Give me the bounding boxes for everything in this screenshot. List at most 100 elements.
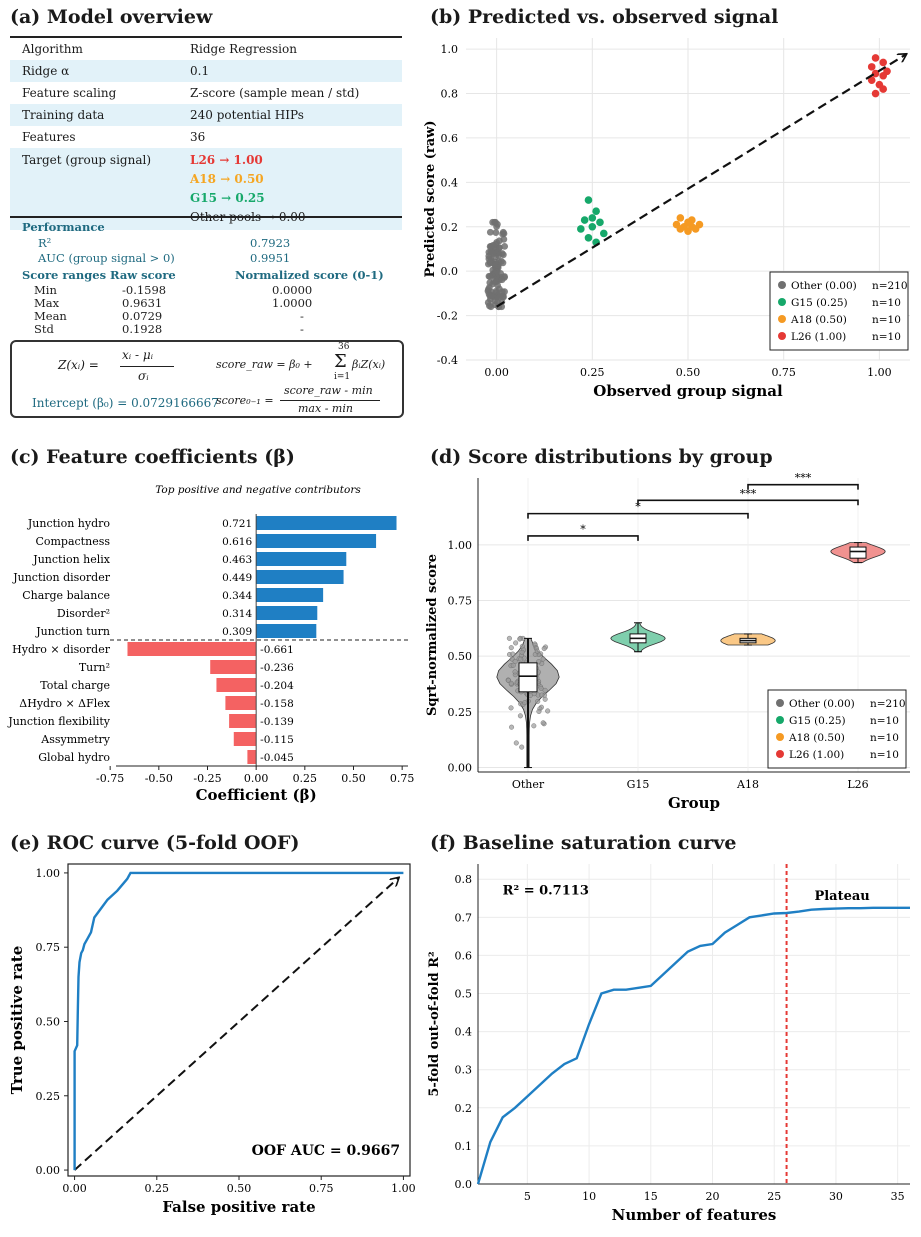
value-label: 0.449: [222, 572, 252, 584]
category-label: Junction flexibility: [7, 715, 110, 728]
data-point: [487, 242, 495, 250]
data-point: [492, 218, 499, 226]
y-tick-label: -0.2: [437, 310, 458, 323]
legend-label: G15 (0.25): [789, 715, 846, 727]
category-label: Charge balance: [22, 589, 110, 602]
eq-sum-symbol: Σ: [334, 351, 347, 372]
data-point: [536, 708, 542, 714]
category-label: Junction hydro: [27, 517, 110, 530]
category-label: ΔHydro × ΔFlex: [19, 697, 110, 710]
x-tick-label: 0.00: [62, 1182, 87, 1195]
x-tick-label: A18: [736, 778, 759, 791]
x-tick-label: 35: [891, 1190, 905, 1203]
data-point: [867, 76, 876, 84]
data-point: [486, 273, 494, 281]
significance-label: *: [580, 523, 586, 536]
table-row: Features 36: [10, 126, 402, 148]
data-point: [518, 656, 524, 662]
data-point: [584, 234, 593, 242]
chart-subtitle: Top positive and negative contributors: [155, 484, 361, 496]
x-tick-label: 0.00: [244, 772, 269, 785]
x-tick-label: 25: [767, 1190, 781, 1203]
scatter-chart: 0.00 0.25 0.50 0.75 1.00 -0.4 -0.2 0.0 0.2 0.4 0.6…: [423, 38, 910, 400]
data-point: [542, 687, 548, 693]
x-tick-label: 15: [644, 1190, 658, 1203]
roc-curve: [73, 871, 404, 1171]
data-point: [485, 255, 493, 263]
value-label: -0.236: [260, 662, 294, 674]
eq-raw-rhs: βᵢZ(xᵢ): [352, 358, 386, 371]
x-axis-label: Number of features: [612, 1206, 777, 1224]
panel-d-title: (d) Score distributions by group: [430, 446, 773, 468]
data-point: [867, 63, 876, 71]
y-tick-label: 0.75: [36, 941, 61, 954]
value-label: -0.661: [260, 644, 294, 656]
legend-label: Other (0.00): [789, 698, 855, 710]
box: [518, 662, 538, 693]
data-point: [489, 250, 497, 258]
auc-label: AUC (group signal > 0): [38, 251, 175, 265]
data-point: [513, 740, 519, 746]
data-point: [588, 214, 597, 222]
panel-b: (b) Predicted vs. observed signal 0.00 0.…: [420, 0, 921, 420]
norm-header: Normalized score (0-1): [235, 268, 384, 282]
eq-z-den: σᵢ: [138, 369, 149, 383]
box: [849, 546, 867, 559]
panel-d: (d) Score distributions by group 0.00 0.2…: [420, 440, 921, 820]
category-label: Disorder²: [57, 607, 110, 620]
data-point: [676, 214, 685, 222]
data-point: [871, 54, 880, 62]
table-row: Algorithm Ridge Regression: [10, 38, 402, 60]
row-key: Feature scaling: [22, 86, 117, 100]
panel-e: (e) ROC curve (5-fold OOF) 0.00 0.25 0.50 0…: [0, 826, 420, 1237]
x-tick-label: 0.50: [676, 366, 701, 379]
data-point: [539, 692, 545, 698]
data-point: [519, 649, 525, 655]
x-tick-label: 0.25: [145, 1182, 170, 1195]
target-a18: A18 → 0.50: [190, 172, 264, 186]
significance-label: *: [635, 501, 641, 514]
range-name: Mean: [34, 309, 67, 323]
data-point: [541, 646, 547, 652]
bar: [233, 732, 257, 746]
data-point: [879, 85, 888, 93]
legend-marker: [778, 281, 786, 289]
range-raw: 0.9631: [122, 296, 163, 310]
ranges-label: Score ranges: [22, 268, 107, 282]
legend-label: A18 (0.50): [790, 314, 847, 326]
data-point: [501, 242, 509, 250]
diagonal-reference: [73, 878, 399, 1171]
category-label: Compactness: [35, 535, 110, 548]
row-key: Algorithm: [22, 42, 83, 56]
value-label: -0.115: [260, 734, 294, 746]
value-label: -0.158: [260, 698, 294, 710]
bar: [256, 516, 397, 530]
data-point: [486, 292, 494, 300]
x-tick-label: 10: [582, 1190, 596, 1203]
legend-marker: [778, 298, 786, 306]
value-label: -0.204: [260, 680, 294, 692]
range-norm: -: [300, 309, 304, 323]
y-tick-label: -0.4: [437, 354, 458, 367]
data-point: [592, 207, 600, 216]
row-key: Target (group signal): [22, 153, 152, 167]
x-tick-label: G15: [627, 778, 650, 791]
panel-c: (c) Feature coefficients (β) Top positiv…: [0, 440, 420, 820]
intercept-label: Intercept (β₀) = 0.0729166667: [32, 396, 219, 410]
y-tick-label: 0.00: [36, 1164, 61, 1177]
x-tick-label: 0.50: [227, 1182, 252, 1195]
data-point: [534, 648, 540, 654]
y-tick-label: 0.75: [448, 595, 473, 608]
data-point: [599, 229, 608, 238]
category-label: Junction turn: [35, 625, 110, 638]
data-point: [580, 216, 589, 224]
performance-block: Performance R² 0.7923 AUC (group signal …: [10, 216, 402, 340]
range-norm: -: [300, 322, 304, 336]
x-tick-label: -0.50: [145, 772, 173, 785]
bar: [256, 570, 344, 584]
legend-marker: [776, 733, 784, 741]
y-axis-label: True positive rate: [8, 946, 26, 1094]
table-row: Training data 240 potential HIPs: [10, 104, 402, 126]
legend-count: n=10: [870, 732, 899, 744]
eq-z-num: xᵢ - μᵢ: [122, 348, 154, 362]
